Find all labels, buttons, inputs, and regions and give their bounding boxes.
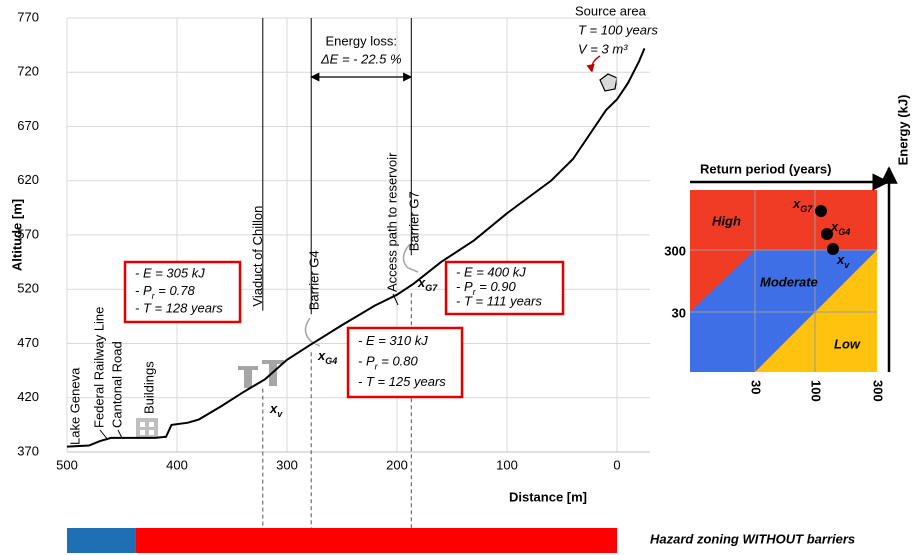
place-label: Buildings [141, 361, 156, 414]
point-label-sub: G4 [325, 356, 337, 366]
x-tick-label: 500 [56, 457, 78, 472]
block-symbol [592, 56, 617, 91]
point-label: xG4 [317, 348, 337, 366]
info-line-part: - P [456, 279, 473, 294]
info-line-part: - T = 111 years [456, 294, 542, 309]
matrix-point-label-sub: G4 [838, 227, 850, 237]
y-tick-label: 720 [17, 64, 39, 79]
x-axis-title: Distance [m] [509, 489, 587, 504]
buildings-symbol [136, 418, 158, 438]
y-tick-label: 770 [17, 9, 39, 24]
energy-loss-title: Energy loss: [325, 33, 397, 48]
y-tick-label: 420 [17, 389, 39, 404]
y-tick-label: 620 [17, 172, 39, 187]
info-line: - E = 310 kJ [358, 334, 428, 349]
x-tick-label: 100 [496, 457, 518, 472]
point-label: xG7 [417, 275, 438, 293]
matrix-x-tick: 30 [749, 380, 764, 394]
matrix-y-tick: 30 [672, 305, 686, 320]
info-line: - T = 128 years [135, 301, 223, 316]
x-tick-label: 400 [166, 457, 188, 472]
info-line-part: - P [135, 283, 152, 298]
marker-label: Barrier G4 [307, 250, 322, 310]
info-line: - E = 400 kJ [456, 265, 526, 280]
matrix-x-tick: 100 [809, 380, 824, 402]
matrix-y-title: Energy (kJ) [895, 95, 910, 166]
x-tick-label: 0 [613, 457, 620, 472]
point-label: xv [269, 401, 283, 419]
info-line-part: - E = 310 kJ [358, 334, 428, 349]
source-line: V = 3 m³ [578, 41, 628, 56]
marker-label: Barrier G7 [407, 191, 422, 251]
info-line: - T = 125 years [358, 374, 446, 389]
energy-loss-value: ΔE = - 22.5 % [320, 51, 402, 66]
place-label: Access path to reservoir [384, 152, 399, 292]
info-line: - E = 305 kJ [135, 266, 205, 281]
source-title: Source area [575, 3, 647, 18]
info-line-part: - T = 128 years [135, 301, 223, 316]
matrix-point [815, 205, 827, 217]
figure: 3704204705205706206707207705004003002001… [0, 0, 914, 555]
marker-label: Viaduct of Chillon [250, 206, 265, 307]
info-line-part: = 0.80 [378, 354, 419, 369]
matrix-y-tick: 300 [664, 243, 686, 258]
y-tick-label: 520 [17, 281, 39, 296]
hazard-segment [135, 528, 617, 553]
info-line-part: = 0.90 [476, 279, 517, 294]
leader-line [118, 430, 122, 438]
hazard-label: Hazard zoning WITHOUT barriers [650, 531, 855, 546]
hazard-segment [67, 528, 135, 553]
source-line: T = 100 years [578, 22, 658, 37]
point-label-sub: G7 [425, 283, 438, 293]
viaduct-symbol [238, 360, 284, 388]
zone-label: Low [834, 336, 861, 351]
zone-label: High [712, 213, 741, 228]
place-label: Lake Geneva [67, 367, 82, 445]
y-tick-label: 470 [17, 335, 39, 350]
x-tick-label: 200 [386, 457, 408, 472]
info-line-part: - T = 125 years [358, 374, 446, 389]
place-label: Cantonal Road [109, 341, 124, 428]
matrix-x-title: Return period (years) [700, 161, 831, 176]
y-tick-label: 370 [17, 443, 39, 458]
x-tick-label: 300 [276, 457, 298, 472]
matrix-point-label-sub: G7 [800, 204, 813, 214]
y-axis-title: Altitude [m] [9, 199, 24, 271]
info-line-part: - P [358, 354, 375, 369]
info-line-part: = 0.78 [155, 283, 196, 298]
zone-label: Moderate [760, 274, 818, 289]
info-line: - T = 111 years [456, 294, 542, 309]
info-line-part: - E = 400 kJ [456, 265, 526, 280]
point-label-sub: v [277, 409, 283, 419]
matrix-x-tick: 300 [871, 380, 886, 402]
info-line-part: - E = 305 kJ [135, 266, 205, 281]
y-tick-label: 670 [17, 118, 39, 133]
place-label: Federal Railway Line [91, 307, 106, 428]
